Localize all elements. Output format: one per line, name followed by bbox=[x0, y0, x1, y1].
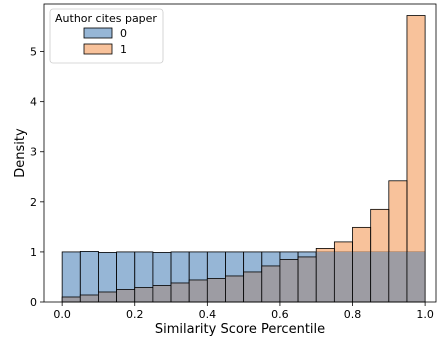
bar-overlap-bin-13 bbox=[298, 256, 317, 302]
y-tick-label-5: 5 bbox=[30, 46, 37, 59]
bar-series-0-bin-8 bbox=[207, 251, 226, 279]
series-0-bars bbox=[61, 251, 426, 303]
bar-series-0-bin-13 bbox=[298, 251, 317, 257]
legend: Author cites paper 0 1 bbox=[49, 8, 164, 64]
bar-overlap-bin-19 bbox=[406, 251, 426, 302]
bar-overlap-bin-11 bbox=[261, 265, 280, 302]
legend-swatch-1 bbox=[83, 43, 113, 55]
bar-series-0-bin-11 bbox=[261, 251, 280, 266]
bar-series-0-bin-3 bbox=[116, 251, 135, 290]
bar-overlap-bin-5 bbox=[152, 285, 172, 302]
bar-series-0-bin-0 bbox=[62, 251, 81, 297]
bar-overlap-bin-15 bbox=[334, 251, 353, 302]
x-tick-label-1: 0.2 bbox=[126, 308, 144, 321]
y-tick-label-2: 2 bbox=[30, 196, 37, 209]
bar-series-0-bin-2 bbox=[98, 252, 117, 292]
y-tick-label-0: 0 bbox=[30, 296, 37, 309]
bar-overlap-bin-17 bbox=[370, 251, 389, 302]
bar-overlap-bin-12 bbox=[279, 259, 299, 302]
x-tick-label-3: 0.6 bbox=[271, 308, 289, 321]
bar-overlap-bin-14 bbox=[316, 251, 335, 302]
bar-overlap-bin-10 bbox=[243, 271, 262, 302]
bar-series-1-bin-17 bbox=[370, 209, 389, 252]
legend-label-1: 1 bbox=[120, 43, 127, 56]
legend-title: Author cites paper bbox=[55, 12, 157, 25]
y-tick-label-3: 3 bbox=[30, 146, 37, 159]
y-axis-label: Density bbox=[13, 128, 28, 178]
plot-frame bbox=[43, 3, 437, 303]
bar-series-0-bin-5 bbox=[152, 252, 172, 286]
bar-overlap-bin-1 bbox=[80, 294, 99, 302]
bar-series-0-bin-6 bbox=[171, 251, 190, 283]
bar-overlap-bin-2 bbox=[98, 291, 117, 302]
bar-overlap-bin-8 bbox=[207, 278, 226, 302]
y-tick-label-1: 1 bbox=[30, 246, 37, 259]
series-1-bars bbox=[316, 15, 426, 252]
bar-overlap-bin-3 bbox=[116, 289, 135, 302]
bar-series-0-bin-7 bbox=[189, 251, 208, 280]
bar-overlap-bin-9 bbox=[225, 275, 244, 302]
x-tick-label-0: 0.0 bbox=[53, 308, 71, 321]
bar-series-0-bin-9 bbox=[225, 251, 244, 276]
legend-label-0: 0 bbox=[120, 27, 127, 40]
bar-overlap-bin-6 bbox=[171, 282, 190, 302]
y-tick-label-4: 4 bbox=[30, 96, 37, 109]
bar-series-0-bin-12 bbox=[279, 251, 299, 260]
x-axis-label: Similarity Score Percentile bbox=[155, 322, 325, 337]
x-tick-label-2: 0.4 bbox=[199, 308, 217, 321]
bar-series-1-bin-14 bbox=[316, 248, 335, 252]
bar-series-1-bin-18 bbox=[388, 180, 407, 252]
bar-series-0-bin-4 bbox=[134, 251, 153, 288]
x-axis-ticks: 0.0 0.2 0.4 0.6 0.8 1.0 bbox=[53, 302, 434, 321]
bar-overlap-bin-18 bbox=[388, 251, 407, 302]
bar-overlap-bin-7 bbox=[189, 279, 208, 302]
bar-overlap-bin-4 bbox=[134, 287, 153, 302]
x-tick-label-4: 0.8 bbox=[344, 308, 362, 321]
bar-overlap-bin-16 bbox=[352, 251, 371, 302]
bar-series-0-bin-10 bbox=[243, 251, 262, 272]
bar-overlap-bin-0 bbox=[62, 296, 81, 302]
legend-swatch-0 bbox=[83, 27, 113, 39]
bar-series-1-bin-15 bbox=[334, 241, 353, 252]
bar-series-1-bin-16 bbox=[352, 227, 371, 252]
bar-series-0-bin-1 bbox=[80, 251, 99, 295]
bar-series-1-bin-19 bbox=[406, 15, 426, 252]
x-tick-label-5: 1.0 bbox=[416, 308, 434, 321]
y-axis-ticks: 0 1 2 3 4 5 bbox=[30, 46, 44, 309]
